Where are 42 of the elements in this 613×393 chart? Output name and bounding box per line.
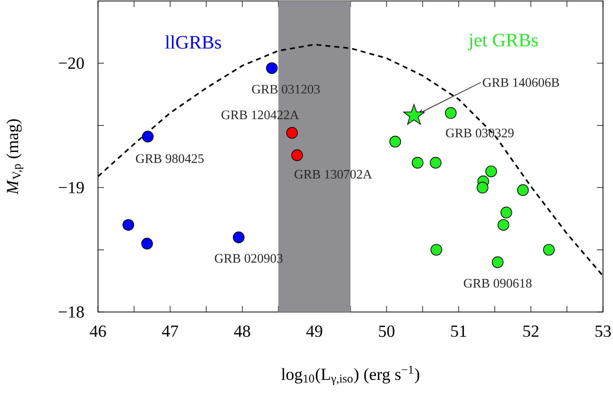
point [286, 127, 298, 139]
point [141, 238, 153, 250]
point [492, 256, 504, 268]
annotation: GRB 090618 [464, 278, 532, 288]
annotation: GRB 030329 [446, 128, 514, 138]
point [142, 130, 154, 142]
annotation: GRB 140606B [482, 78, 560, 87]
point [500, 206, 512, 218]
x-tick-label: 53 [596, 326, 611, 337]
point [122, 219, 134, 231]
point [498, 219, 510, 231]
annotation: GRB 120422A [222, 110, 300, 120]
point [266, 62, 278, 74]
point [291, 149, 303, 162]
annotation: GRB 031203 [252, 84, 320, 94]
text: llGRBs [165, 35, 221, 49]
x-tick-label: 47 [162, 326, 178, 337]
point [412, 156, 424, 169]
point [476, 182, 488, 194]
point [389, 136, 402, 148]
point [430, 156, 442, 169]
y-tick-label: −18 [58, 306, 84, 318]
annotation: GRB 020903 [214, 254, 283, 263]
annotation: GRB 980425 [136, 154, 204, 163]
point [403, 104, 425, 125]
y-axis-title: M$_{V,p}$ (mag) [6, 119, 24, 195]
x-tick-label: 52 [523, 326, 538, 337]
x-tick-label: 51 [451, 326, 466, 337]
x-tick-label: 48 [234, 326, 250, 337]
x-tick-label: 49 [306, 326, 322, 337]
x-tick-label: 50 [379, 326, 394, 337]
x-tick-label: 46 [90, 326, 106, 337]
y-tick-label: −20 [58, 57, 84, 69]
point [517, 184, 529, 196]
point [543, 244, 555, 256]
point [430, 244, 442, 256]
text: jet GRBs [468, 34, 538, 50]
x-axis-title: log$_{10}$(L$_{γ,iso}$) (erg s$^{−1}$) [281, 366, 420, 385]
point [444, 107, 457, 119]
point [485, 166, 498, 178]
point [232, 232, 245, 244]
y-tick-label: −19 [58, 182, 84, 194]
